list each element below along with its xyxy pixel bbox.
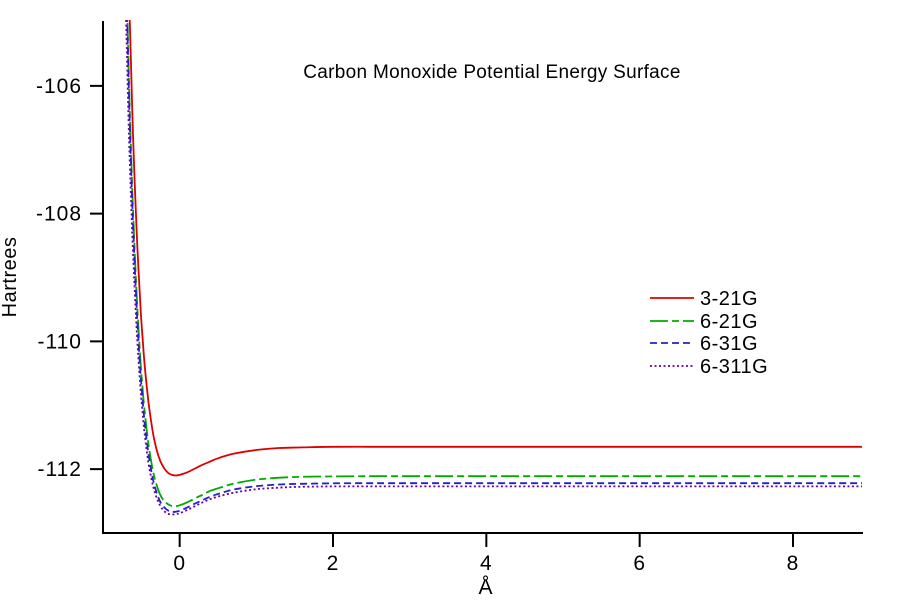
legend-label-6-21g: 6-21G — [700, 311, 758, 333]
y-tick-label: -112 — [38, 458, 82, 481]
x-tick-label: 4 — [480, 552, 493, 575]
x-axis-label: Å — [478, 576, 493, 599]
curve-6-311g — [125, 20, 862, 516]
data-curves — [125, 20, 862, 516]
legend: 3-21G 6-21G 6-31G 6-311G — [650, 288, 768, 378]
curve-3-21g — [128, 20, 862, 477]
x-tick-label: 0 — [173, 552, 186, 575]
x-tick-label: 2 — [327, 552, 340, 575]
y-tick-label: -108 — [36, 203, 82, 226]
legend-label-3-21g: 3-21G — [700, 288, 758, 310]
x-tick-label: 6 — [633, 552, 646, 575]
y-tick-label: -106 — [36, 75, 82, 98]
chart-title: Carbon Monoxide Potential Energy Surface — [303, 62, 680, 83]
axis-ticks: 0 2 4 6 8 -106 -108 -110 -112 — [36, 75, 800, 575]
x-tick-label: 8 — [787, 552, 800, 575]
y-axis-label: Hartrees — [0, 237, 21, 318]
curve-6-31g — [126, 20, 862, 513]
axes — [102, 21, 863, 534]
legend-label-6-311g: 6-311G — [700, 356, 768, 378]
y-tick-label: -110 — [38, 330, 82, 353]
legend-label-6-31g: 6-31G — [700, 333, 758, 355]
